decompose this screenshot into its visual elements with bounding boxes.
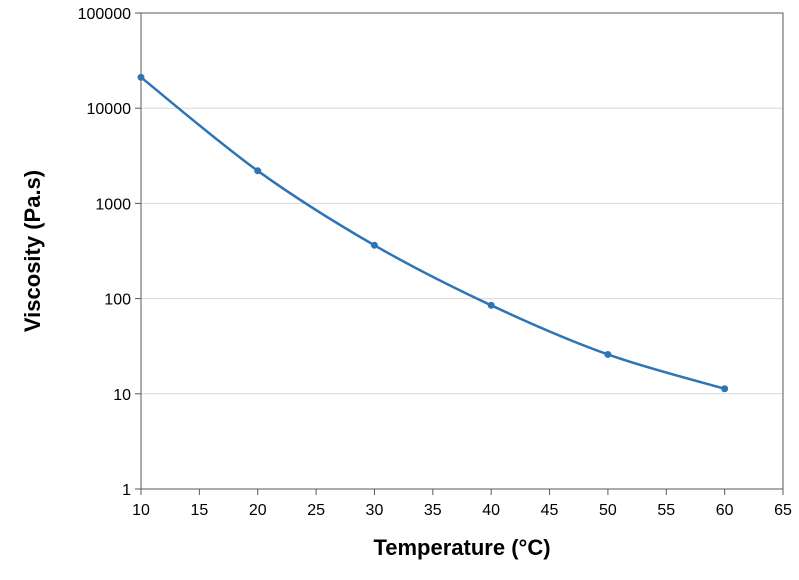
data-point [487, 301, 495, 309]
y-tick-label: 100000 [78, 6, 131, 23]
data-point [721, 385, 729, 393]
x-tick-label: 55 [657, 502, 675, 519]
x-tick-label: 60 [716, 502, 734, 519]
x-tick-label: 25 [307, 502, 325, 519]
x-tick-label: 50 [599, 502, 617, 519]
y-tick-label: 10 [113, 387, 131, 404]
x-tick-label: 35 [424, 502, 442, 519]
data-point [254, 167, 262, 175]
x-tick-label: 45 [541, 502, 559, 519]
y-axis-label: Viscosity (Pa.s) [20, 170, 45, 332]
y-tick-label: 1 [122, 482, 131, 499]
y-tick-label: 100 [104, 292, 131, 309]
x-tick-label: 15 [190, 502, 208, 519]
data-point [604, 350, 612, 358]
gridlines [141, 107, 783, 395]
x-axis-label: Temperature (°C) [373, 535, 550, 560]
x-tick-label: 20 [249, 502, 267, 519]
y-tick-labels: 1 10 100 1000 10000 100000 [78, 6, 131, 499]
series-line [140, 76, 725, 390]
x-tick-label: 10 [132, 502, 150, 519]
data-point [370, 241, 378, 249]
y-tick-label: 10000 [87, 101, 132, 118]
series [137, 73, 729, 393]
y-tick-label: 1000 [95, 196, 131, 213]
x-tick-label: 65 [774, 502, 792, 519]
x-tick-label: 30 [366, 502, 384, 519]
axes [135, 12, 784, 495]
x-tick-labels: 10 15 20 25 30 35 40 45 50 55 60 65 [132, 502, 792, 519]
plot-area-border [140, 12, 784, 490]
data-point [137, 73, 145, 81]
x-tick-label: 40 [482, 502, 500, 519]
